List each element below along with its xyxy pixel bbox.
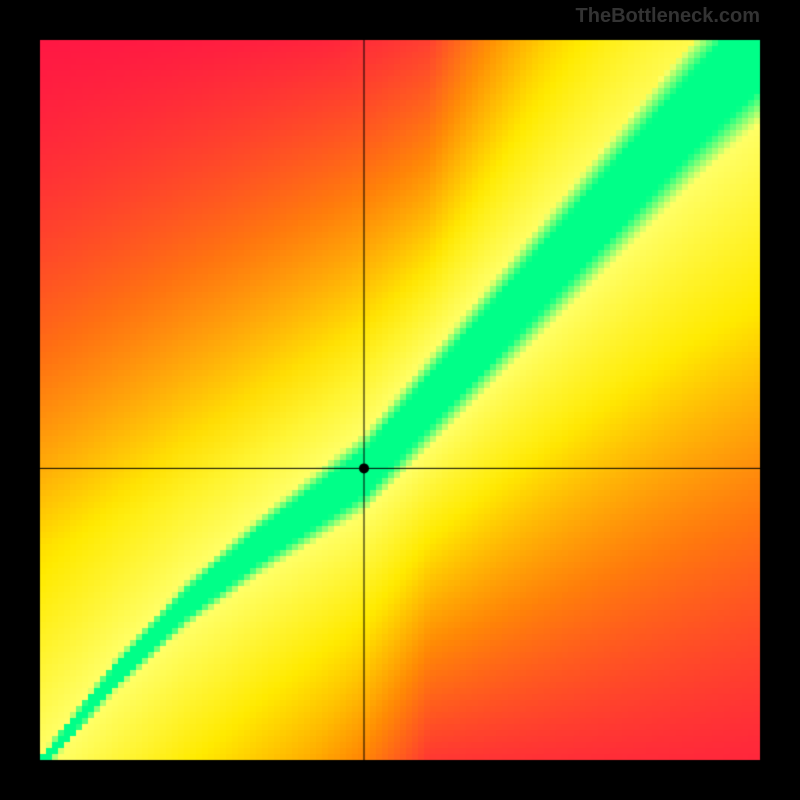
heatmap-chart [0,0,800,800]
watermark-text: TheBottleneck.com [576,5,760,28]
